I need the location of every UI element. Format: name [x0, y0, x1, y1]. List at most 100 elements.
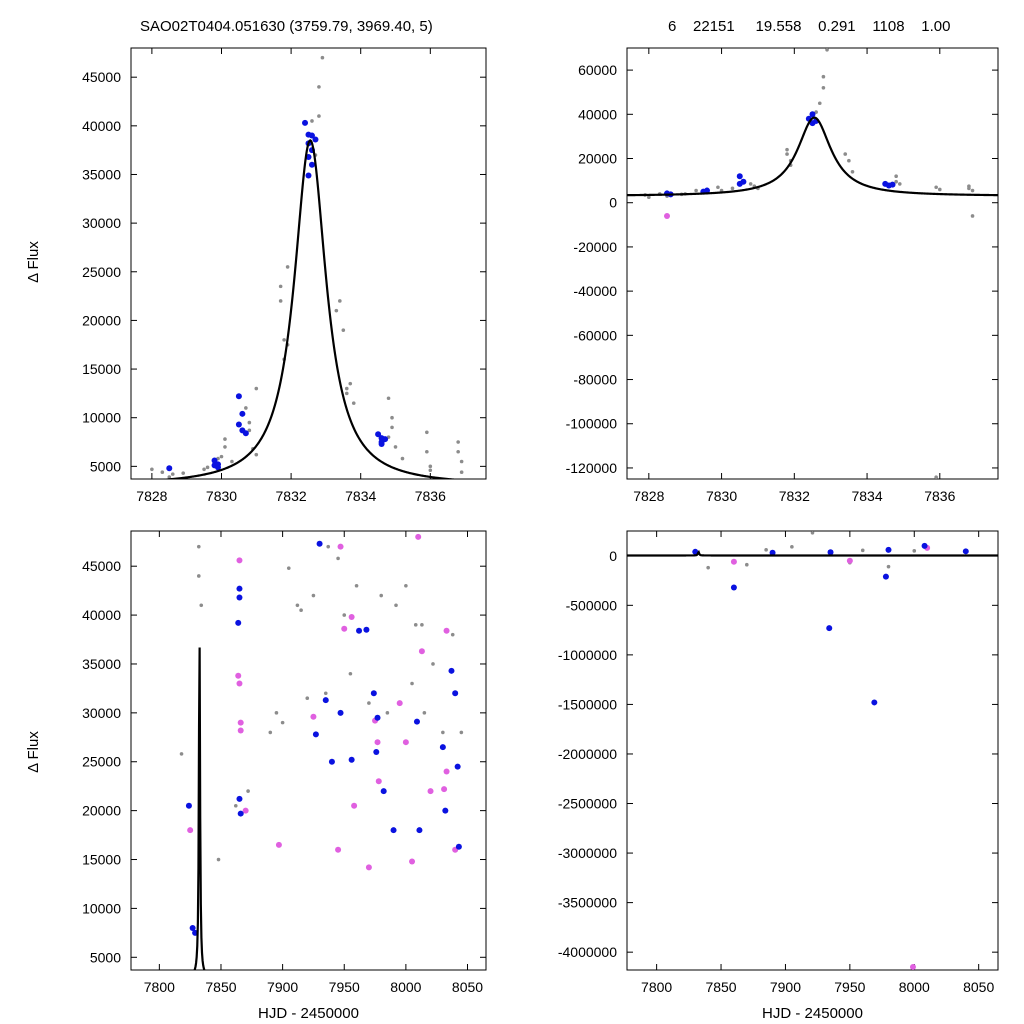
x-tick-label: 7830: [706, 488, 737, 504]
gray-data-point: [450, 632, 455, 637]
magenta-data-point: [443, 627, 450, 634]
magenta-data-point: [409, 858, 416, 865]
gray-data-point: [311, 593, 316, 598]
gray-data-point: [897, 182, 902, 186]
gray-data-point: [886, 564, 891, 569]
x-tick-label: 7900: [770, 979, 801, 995]
gray-data-point: [694, 188, 698, 193]
blue-data-point: [236, 585, 243, 592]
x-tick-label: 7830: [206, 488, 237, 504]
y-axis-label: Δ Flux: [25, 241, 42, 283]
y-tick-label: 40000: [578, 106, 617, 122]
gray-data-point: [385, 711, 390, 715]
gray-data-point: [223, 445, 227, 449]
gray-data-point: [244, 406, 248, 410]
gray-data-point: [894, 174, 898, 178]
blue-data-point: [736, 180, 743, 187]
blue-data-point: [356, 627, 363, 634]
y-tick-label: -1500000: [558, 696, 617, 712]
gray-data-point: [354, 583, 359, 588]
y-tick-label: -40000: [573, 283, 617, 299]
magenta-data-point: [236, 557, 243, 564]
y-tick-label: -100000: [566, 416, 618, 432]
gray-data-point: [745, 562, 749, 567]
gray-data-point: [348, 381, 353, 386]
gray-data-point: [847, 158, 851, 163]
y-tick-label: 10000: [82, 410, 121, 426]
gray-data-point: [247, 428, 252, 433]
plot-frame: [626, 530, 999, 971]
gray-data-point: [413, 623, 418, 627]
blue-data-point: [328, 758, 335, 765]
blue-data-point: [305, 172, 312, 179]
gray-data-point: [441, 730, 445, 735]
magenta-data-point: [348, 614, 355, 621]
model-curve: [627, 116, 998, 197]
blue-data-point: [826, 625, 833, 632]
gray-data-point: [431, 662, 435, 666]
blue-data-point: [882, 573, 889, 580]
blue-data-point: [185, 802, 192, 809]
gray-data-point: [748, 182, 753, 186]
x-tick-label: 7850: [205, 979, 236, 995]
gray-data-point: [814, 110, 818, 114]
magenta-data-point: [310, 713, 317, 720]
gray-data-point: [170, 472, 175, 476]
data-layer: [627, 48, 998, 479]
gray-data-point: [323, 691, 328, 696]
gray-data-point: [390, 415, 394, 420]
gray-data-point: [459, 730, 464, 735]
x-tick-label: 7834: [851, 488, 882, 504]
gray-data-point: [647, 195, 651, 199]
gray-data-point: [344, 386, 349, 391]
y-tick-label: 35000: [82, 166, 121, 182]
gray-data-point: [334, 308, 339, 313]
magenta-data-point: [846, 557, 853, 564]
blue-data-point: [302, 119, 309, 126]
magenta-data-point: [335, 846, 342, 853]
gray-data-point: [422, 711, 427, 715]
y-tick-label: 45000: [82, 69, 121, 85]
blue-data-point: [215, 464, 222, 471]
blue-data-point: [442, 807, 449, 814]
gray-data-point: [764, 548, 768, 552]
gray-data-point: [282, 338, 286, 342]
gray-data-point: [246, 789, 250, 793]
y-tick-label: -60000: [573, 327, 617, 343]
blue-data-point: [809, 111, 816, 118]
gray-data-point: [860, 548, 865, 553]
plot-frame: [130, 530, 487, 971]
blue-data-point: [378, 440, 385, 447]
gray-data-point: [390, 425, 394, 430]
blue-data-point: [704, 187, 711, 194]
y-axis-label: Δ Flux: [25, 731, 42, 773]
x-tick-label: 7834: [345, 488, 376, 504]
x-tick-label: 7828: [633, 488, 664, 504]
data-layer: [627, 531, 998, 970]
magenta-data-point: [374, 739, 381, 746]
magenta-data-point: [730, 558, 737, 565]
y-tick-label: 20000: [82, 803, 121, 819]
magenta-data-point: [275, 841, 282, 848]
gray-data-point: [938, 187, 942, 192]
gray-data-point: [205, 465, 210, 470]
gray-data-point: [150, 467, 154, 472]
gray-data-point: [202, 467, 206, 472]
y-tick-label: 35000: [82, 656, 121, 672]
blue-data-point: [439, 744, 446, 751]
gray-data-point: [790, 545, 794, 549]
y-tick-label: 30000: [82, 705, 121, 721]
magenta-data-point: [351, 802, 358, 809]
blue-data-point: [827, 549, 834, 556]
gray-data-point: [233, 803, 238, 808]
blue-data-point: [809, 120, 816, 127]
blue-data-point: [235, 421, 242, 428]
gray-data-point: [817, 101, 822, 106]
gray-data-point: [280, 720, 285, 725]
header-left-title: SAO02T0404.051630 (3759.79, 3969.40, 5): [140, 18, 433, 35]
y-tick-label: 25000: [82, 754, 121, 770]
blue-data-point: [413, 718, 420, 725]
y-tick-label: 45000: [82, 558, 121, 574]
gray-data-point: [730, 186, 735, 191]
blue-data-point: [312, 731, 319, 738]
